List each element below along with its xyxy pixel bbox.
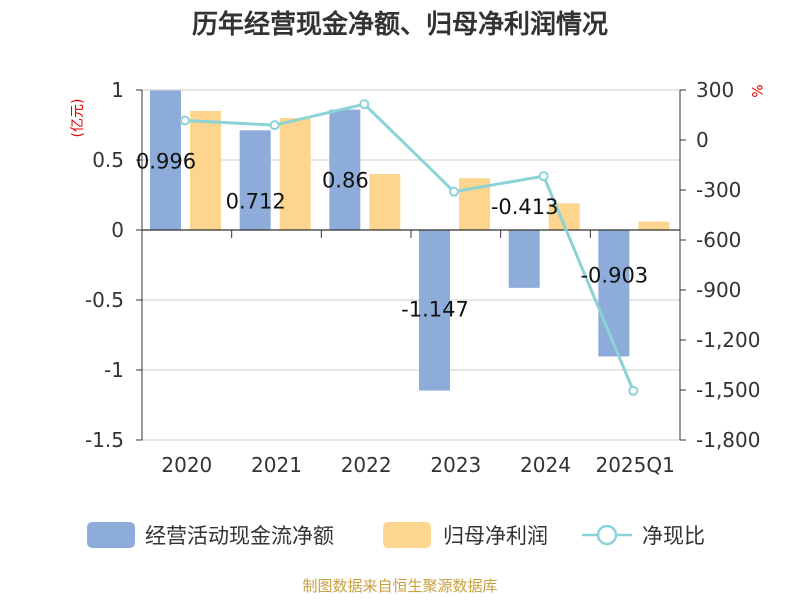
source-note: 制图数据来自恒生聚源数据库 [302,577,497,595]
bar-profit-2020 [190,111,221,230]
left-tick-label: 0.5 [92,148,124,172]
x-axis-ticks: 2020 2021 2022 2023 2024 2025Q1 [161,453,674,477]
right-tick-label: -1,500 [696,378,760,402]
bar-profit-2021 [279,118,311,230]
bar-profit-2025Q1 [638,221,670,230]
right-tick-label: -600 [696,228,741,252]
right-tick-label: 0 [696,128,709,152]
right-tick-label: -1,800 [696,428,760,452]
x-tick-label-2024: 2024 [520,453,571,477]
bar-label-cashflow-2024: -0.413 [491,195,559,219]
right-tick-label: -900 [696,278,741,302]
left-tick-label: 0 [111,218,124,242]
ratio-point-2024 [538,171,549,182]
legend-marker-ratio [596,524,618,546]
left-tick-label: -1.5 [85,428,124,452]
ratio-point-2022 [359,99,370,110]
legend-label-profit: 归母净利润 [443,524,548,548]
bar-label-cashflow-2023: -1.147 [401,298,469,322]
bar-cashflow-2020 [150,90,181,230]
legend-item-profit[interactable]: 归母净利润 [383,522,548,548]
legend-label-ratio: 净现比 [642,524,705,548]
ratio-point-2020 [180,115,190,126]
legend-item-cashflow[interactable]: 经营活动现金流净额 [87,522,334,548]
bar-label-cashflow-2021: 0.712 [226,189,286,213]
bar-label-cashflow-2022: 0.86 [322,169,369,193]
legend-item-ratio[interactable]: 净现比 [582,524,705,548]
gridlines [142,89,680,441]
ratio-point-2021 [269,120,280,131]
right-axis-ticks: 300 0 -300 -600 -900 -1,200 -1,500 -1,800 [696,78,760,452]
right-tick-label: -300 [696,178,741,202]
bar-labels: 0.996 0.712 0.86 -1.147 -0.413 -0.903 [136,150,648,322]
left-axis-unit: (亿元) [70,99,86,138]
right-tick-label: -1,200 [696,328,760,352]
left-tick-label: -0.5 [85,288,124,312]
bar-cashflow-2021 [239,130,271,230]
chart-title: 历年经营现金净额、归母净利润情况 [192,9,608,40]
x-tick-label-2020: 2020 [161,453,212,477]
bar-cashflow-2023 [419,230,450,391]
legend: 经营活动现金流净额 归母净利润 净现比 [87,522,705,548]
ratio-line [180,99,639,396]
ratio-point-2025Q1 [628,385,639,396]
bar-profit-2022 [369,174,401,230]
left-tick-label: 1 [111,78,124,102]
bar-cashflow-2022 [329,109,361,230]
ratio-polyline [184,102,635,392]
x-tick-label-2025Q1: 2025Q1 [595,453,674,477]
legend-swatch-profit [383,522,431,548]
bar-cashflow-2025Q1 [598,230,630,357]
bar-cashflow-2024 [508,230,540,288]
legend-swatch-cashflow [87,522,135,548]
bar-label-cashflow-2025Q1: -0.903 [580,263,648,287]
x-tick-label-2022: 2022 [341,453,392,477]
left-axis-ticks: 1 0.5 0 -0.5 -1 -1.5 [85,78,124,452]
right-tick-label: 300 [696,78,734,102]
axes [136,89,686,441]
ratio-point-2023 [449,186,459,197]
bars [150,90,670,391]
x-tick-label-2023: 2023 [430,453,481,477]
left-tick-label: -1 [104,358,124,382]
bar-label-cashflow-2020: 0.996 [136,150,196,174]
right-axis-unit: % [748,84,764,97]
x-tick-label-2021: 2021 [251,453,302,477]
legend-label-cashflow: 经营活动现金流净额 [145,524,334,548]
